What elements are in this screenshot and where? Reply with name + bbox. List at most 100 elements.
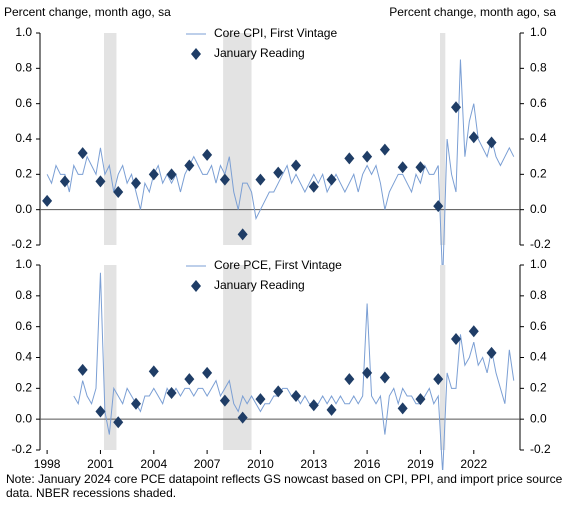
diamond-marker (237, 228, 248, 241)
diamond-marker (362, 366, 373, 379)
diamond-marker (344, 373, 355, 386)
x-tick-label: 2016 (354, 457, 381, 470)
y2-axis-label: Percent change, month ago, sa (389, 5, 556, 19)
recession-shade (104, 33, 117, 245)
diamond-marker (468, 131, 479, 144)
series-line (73, 272, 515, 470)
y2-tick-label: 1.0 (530, 25, 547, 39)
y2-tick-label: 0.8 (530, 288, 547, 302)
y-tick-label: 0.6 (15, 96, 32, 110)
x-tick-label: 2007 (194, 457, 221, 470)
diamond-marker (344, 152, 355, 165)
diamond-marker (237, 411, 248, 424)
x-tick-label: 2001 (87, 457, 114, 470)
diamond-marker (184, 159, 195, 172)
x-tick-label: 2004 (140, 457, 167, 470)
y2-tick-label: 1.0 (530, 257, 547, 271)
diamond-marker (291, 390, 301, 403)
y-tick-label: 0.2 (15, 167, 32, 181)
y2-tick-label: 0.6 (530, 319, 547, 333)
diamond-marker (219, 394, 230, 407)
diamond-marker (131, 177, 141, 190)
diamond-marker (451, 333, 461, 345)
diamond-marker (113, 416, 124, 429)
x-tick-label: 2013 (300, 457, 327, 470)
diamond-marker (273, 385, 284, 398)
diamond-marker (255, 173, 266, 186)
diamond-marker (184, 373, 195, 386)
diamond-marker (166, 168, 177, 181)
diamond-marker (451, 101, 461, 114)
legend-label: Core PCE, First Vintage (214, 258, 342, 272)
diamond-marker (255, 393, 266, 406)
diamond-marker (326, 403, 337, 416)
recession-shade (223, 33, 252, 245)
recession-shade (104, 265, 117, 450)
diamond-marker (362, 150, 373, 163)
x-tick-label: 2022 (460, 457, 487, 470)
diamond-marker (202, 366, 213, 379)
diamond-marker (468, 325, 479, 338)
y2-tick-label: 0.4 (530, 350, 547, 364)
diamond-marker (379, 143, 390, 156)
chart: Percent change, month ago, sa Percent cha… (4, 5, 556, 470)
diamond-marker (326, 173, 337, 186)
y-tick-label: 0.4 (15, 131, 32, 145)
legend-diamond (191, 48, 201, 60)
diamond-marker (77, 363, 88, 376)
x-tick-label: 1998 (34, 457, 61, 470)
legend-label: Core CPI, First Vintage (214, 26, 337, 40)
y-tick-label: 1.0 (15, 257, 32, 271)
recession-shade (440, 265, 446, 450)
x-tick-label: 2010 (247, 457, 274, 470)
diamond-marker (42, 194, 53, 207)
diamond-marker (131, 397, 141, 410)
diamond-marker (148, 168, 159, 181)
diamond-marker (95, 175, 106, 188)
y-tick-label: 0.4 (15, 350, 32, 364)
diamond-marker (273, 166, 284, 179)
diamond-marker (166, 386, 177, 399)
diamond-marker (486, 136, 497, 149)
y-tick-label: 0.8 (15, 61, 32, 75)
diamond-marker (148, 365, 159, 378)
diamond-marker (415, 161, 426, 174)
legend-diamond (191, 280, 201, 292)
y-tick-label: 0.6 (15, 319, 32, 333)
y2-tick-label: 0.0 (530, 202, 547, 216)
note: Note: January 2024 core PCE datapoint re… (6, 472, 563, 500)
y2-tick-label: -0.2 (530, 442, 551, 456)
x-tick-label: 2019 (407, 457, 434, 470)
diamond-marker (219, 173, 230, 186)
y2-tick-label: -0.2 (530, 237, 551, 251)
series-line (46, 59, 515, 281)
recession-shade (440, 33, 446, 245)
y2-tick-label: 0.2 (530, 381, 547, 395)
diamond-marker (291, 159, 301, 172)
diamond-marker (95, 405, 106, 418)
y-tick-label: 1.0 (15, 25, 32, 39)
diamond-marker (59, 175, 70, 188)
legend-label: January Reading (214, 46, 305, 60)
y2-tick-label: 0.6 (530, 96, 547, 110)
diamond-marker (308, 399, 319, 412)
y-tick-label: 0.8 (15, 288, 32, 302)
diamond-marker (433, 373, 444, 386)
y-tick-label: -0.2 (11, 442, 32, 456)
y2-tick-label: 0.8 (530, 61, 547, 75)
y-tick-label: 0.0 (15, 202, 32, 216)
diamond-marker (433, 200, 444, 213)
diamond-marker (397, 402, 408, 415)
y2-tick-label: 0.2 (530, 167, 547, 181)
diamond-marker (202, 148, 213, 161)
diamond-marker (397, 161, 408, 174)
diamond-marker (113, 186, 124, 198)
diamond-marker (308, 180, 319, 193)
y-axis-label: Percent change, month ago, sa (4, 5, 171, 19)
y-tick-label: 0.2 (15, 381, 32, 395)
y2-tick-label: 0.4 (530, 131, 547, 145)
diamond-marker (379, 371, 390, 384)
y2-tick-label: 0.0 (530, 411, 547, 425)
diamond-marker (77, 147, 88, 160)
recession-shade (223, 265, 252, 450)
